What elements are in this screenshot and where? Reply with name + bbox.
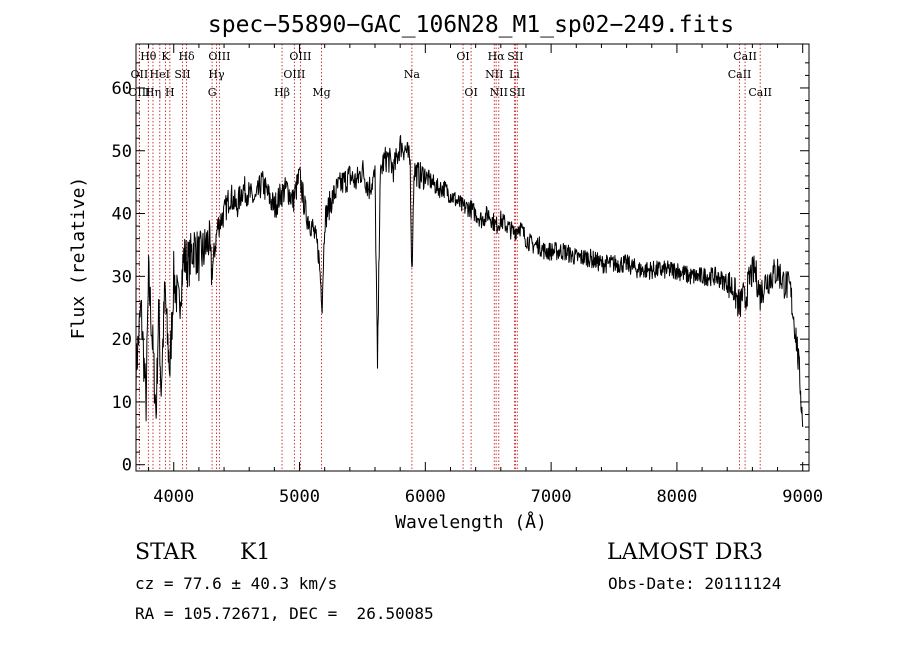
y-axis-label: Flux (relative) [68,177,89,340]
x-tick-label-4: 8000 [656,487,697,507]
marker-label-3: K [161,50,170,63]
marker-label-24: SII [509,86,525,99]
y-tick-label-1: 10 [112,393,132,413]
marker-label-25: CaII [733,50,757,63]
marker-label-19: Hα [488,50,506,63]
marker-label-26: CaII [728,68,752,81]
survey-name: LAMOST DR3 [607,540,763,565]
redshift-cz: cz = 77.6 ± 40.3 km/s [135,574,338,593]
marker-label-8: H [165,86,175,99]
chart-title: spec−55890−GAC_106N28_M1_sp02−249.fits [208,12,734,38]
x-tick-label-5: 9000 [782,487,823,507]
marker-label-0: Hθ [140,50,157,63]
y-tick-label-5: 50 [112,142,132,162]
marker-label-14: OIII [283,68,305,81]
marker-label-4: HeI [150,68,170,81]
marker-label-12: Hβ [274,86,290,99]
marker-label-16: Na [404,68,421,81]
marker-label-6: Hδ [178,50,195,63]
object-subclass: K1 [240,540,271,565]
x-tick-label-3: 7000 [531,487,572,507]
x-tick-label-1: 5000 [279,487,320,507]
marker-label-22: SII [507,50,523,63]
marker-label-17: OI [456,50,469,63]
x-tick-label-0: 4000 [153,487,194,507]
y-tick-label-4: 40 [112,205,132,225]
marker-labels-group: Hθ OII OIII K HeI Hη Hδ SII H OIII Hγ G Hβ OIII OIII Mg… [128,50,772,99]
marker-lines-group [138,44,761,471]
y-axis-ticks: 0 10 20 30 40 50 60 [112,62,809,476]
x-axis-ticks: 4000 5000 6000 7000 8000 9000 [148,44,823,507]
marker-label-5: Hη [145,86,161,99]
spectrum-line [135,135,804,428]
object-class: STAR [135,540,196,565]
y-tick-label-3: 30 [112,267,132,287]
marker-label-27: CaII [748,86,772,99]
marker-label-1: OII [131,68,149,81]
marker-label-15: Mg [312,86,330,99]
marker-label-13: OIII [289,50,311,63]
x-axis-label: Wavelength (Å) [395,511,547,533]
y-tick-label-0: 0 [122,456,132,476]
marker-label-11: G [208,86,217,99]
coordinates: RA = 105.72671, DEC = 26.50085 [135,604,434,623]
marker-label-20: NII [485,68,503,81]
marker-label-23: Li [509,68,520,81]
x-tick-label-2: 6000 [405,487,446,507]
plot-frame [135,43,810,472]
y-tick-label-6: 60 [112,79,132,99]
y-tick-label-2: 20 [112,330,132,350]
marker-label-18: OI [464,86,477,99]
observation-date: Obs-Date: 20111124 [608,574,782,593]
marker-label-2: OIII [128,86,150,99]
marker-label-7: SII [174,68,190,81]
marker-label-21: NII [490,86,508,99]
marker-label-9: OIII [208,50,230,63]
marker-label-10: Hγ [208,68,225,81]
